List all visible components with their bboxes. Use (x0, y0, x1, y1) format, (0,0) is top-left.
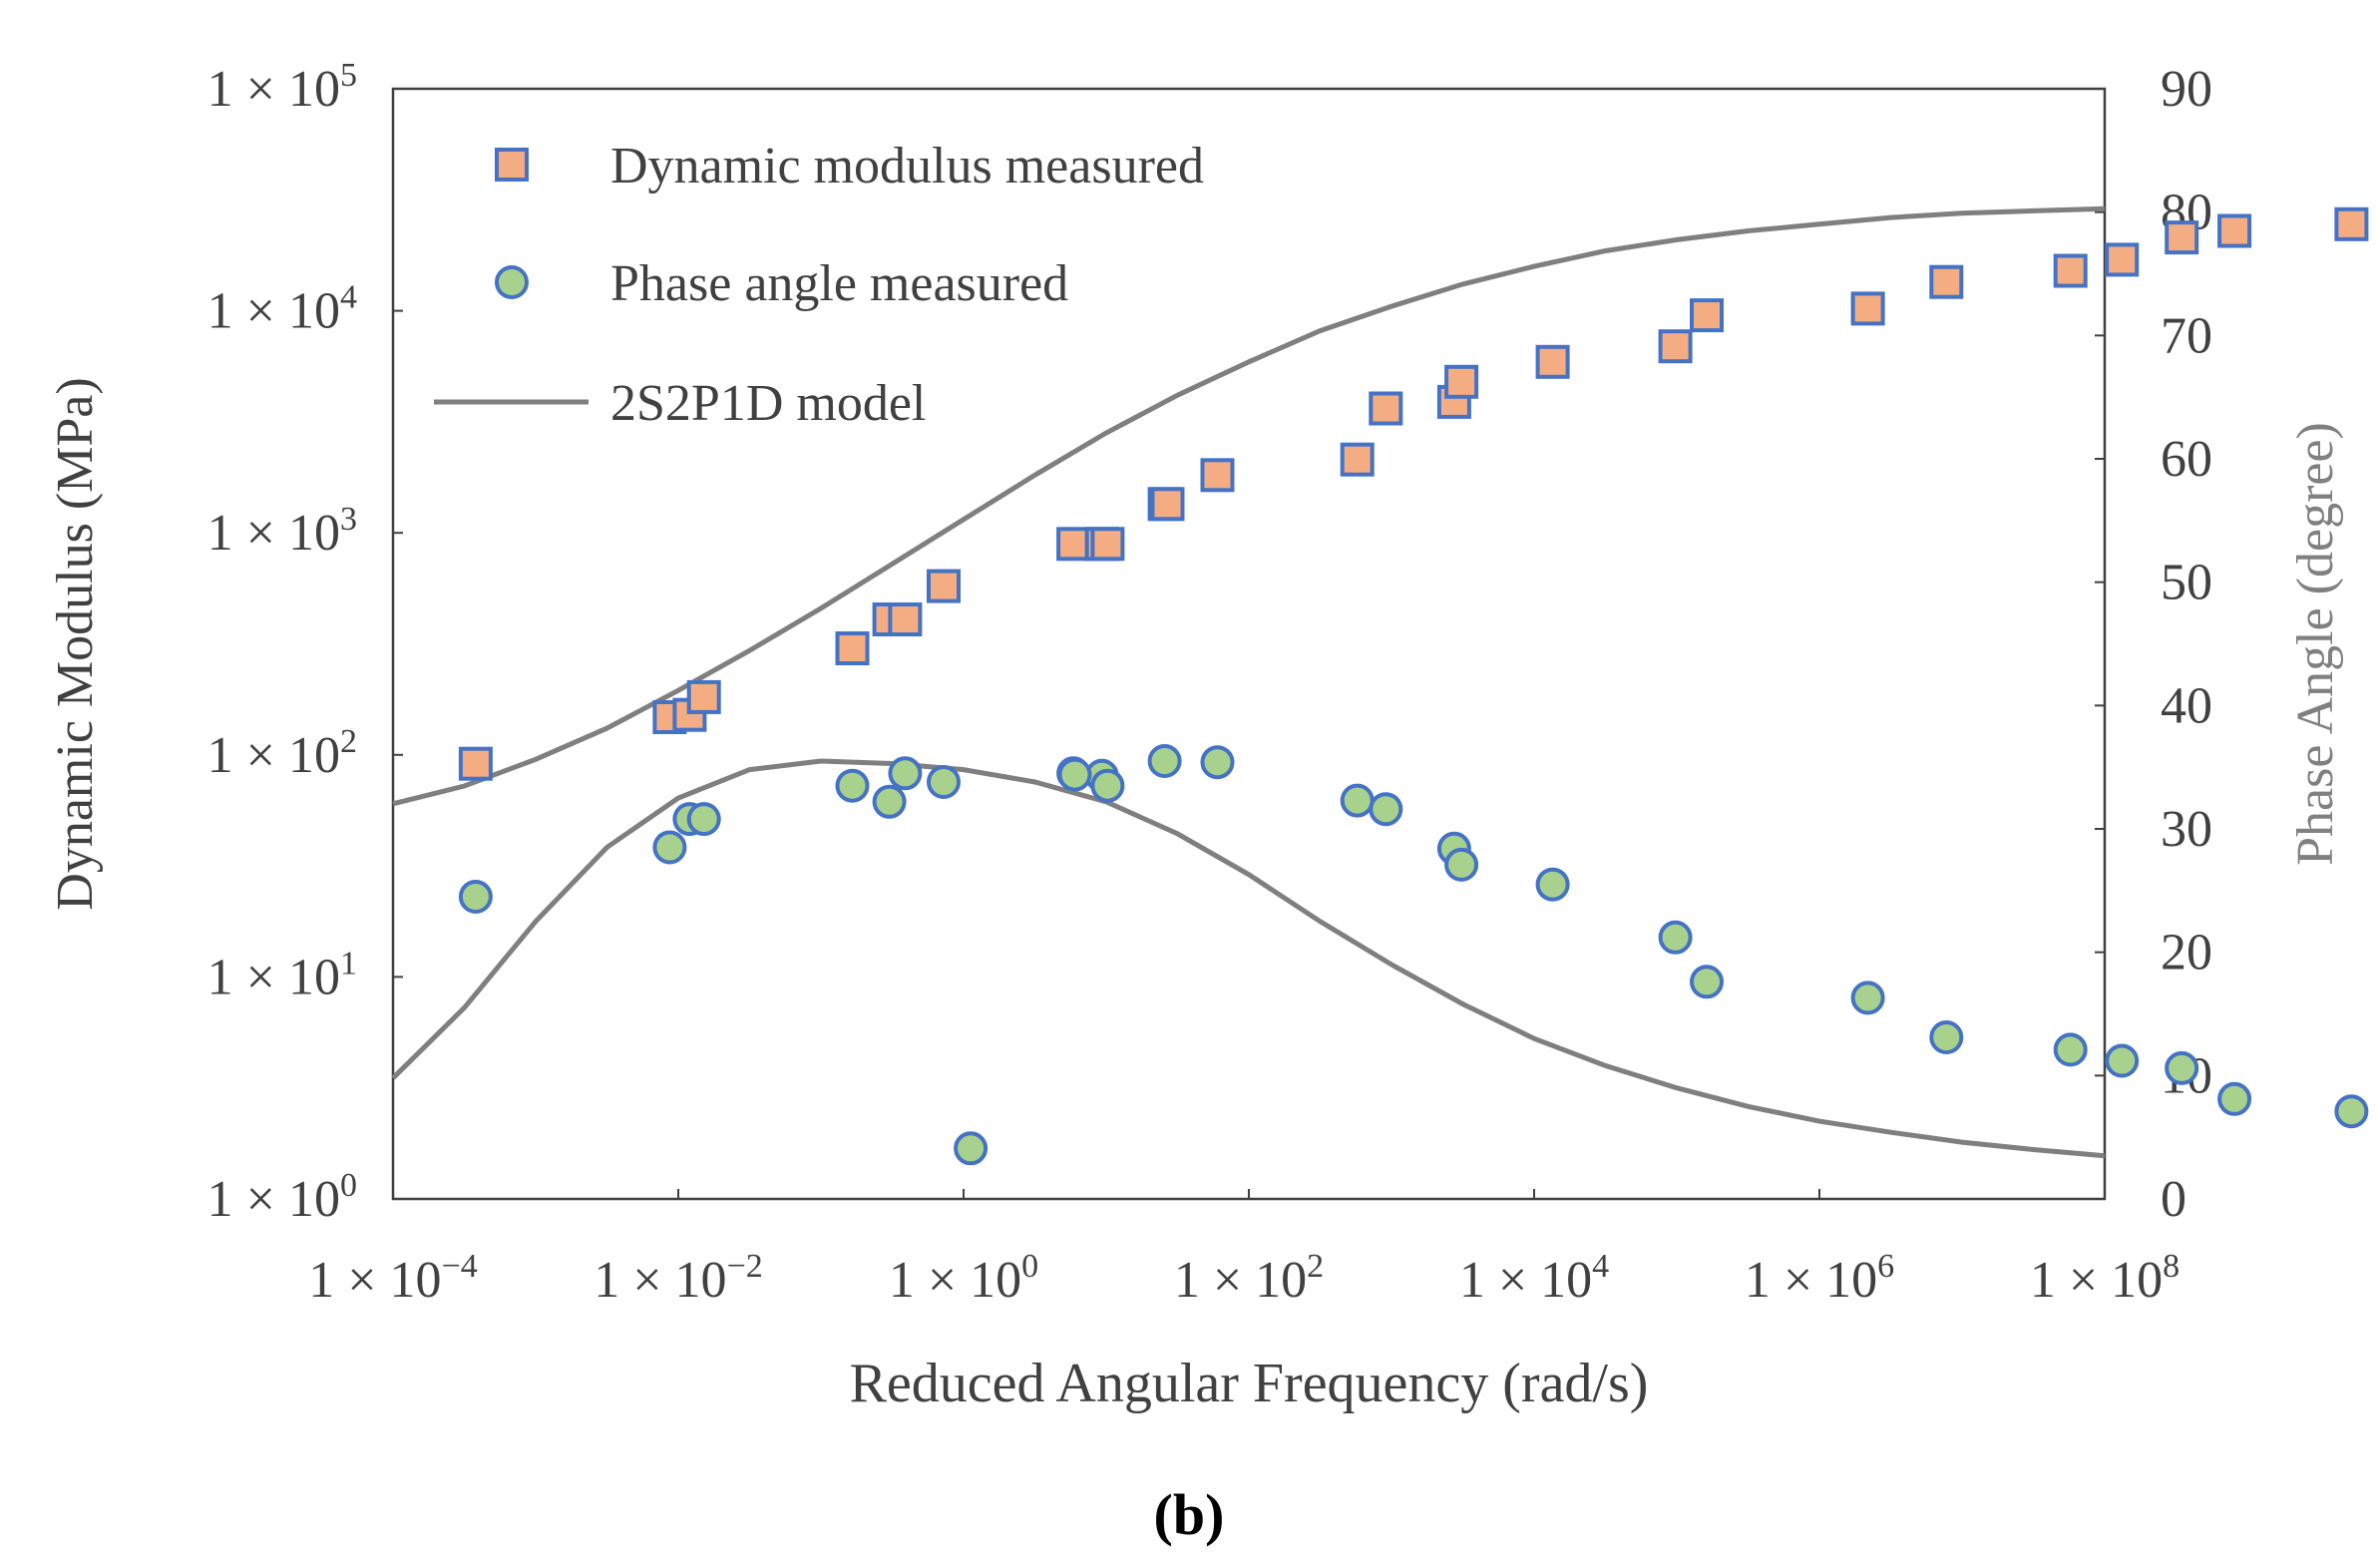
right-y-tick-label: 40 (2161, 677, 2212, 734)
legend-label: 2S2P1D model (610, 375, 926, 432)
left-y-axis-title: Dynamic Modulus (MPa) (47, 377, 104, 910)
model-phase-curve (391, 758, 2106, 1159)
modulus-data-point (1929, 264, 1964, 299)
phase-angle-data-point (2053, 1032, 2088, 1067)
x-axis-ticks: 1 × 10−4 1 × 10−2 1 × 100 1 × 102 1 × 104 1 ×… (308, 1189, 2180, 1309)
right-y-tick-label: 60 (2161, 431, 2212, 488)
model-modulus-curve (392, 205, 2106, 807)
modulus-data-point (1444, 364, 1479, 399)
phase-angle-data-point (1658, 920, 1693, 955)
right-y-axis-title: Phase Angle (degree) (2287, 422, 2344, 866)
modulus-data-point (1369, 391, 1403, 426)
phase-angle-data-point (1147, 744, 1182, 778)
phase-points (458, 744, 2369, 1166)
right-y-axis-ticks: 0102030405060708090 (2095, 61, 2212, 1228)
phase-angle-data-point (1444, 847, 1479, 882)
left-y-tick-label: 1 × 101 (207, 945, 357, 1005)
left-y-tick-label: 1 × 100 (207, 1167, 357, 1228)
modulus-data-point (1658, 329, 1693, 364)
phase-angle-data-point (458, 880, 493, 914)
phase-angle-data-point (954, 1131, 989, 1166)
x-tick-label: 1 × 108 (2030, 1248, 2180, 1309)
modulus-data-point (888, 602, 923, 636)
phase-angle-data-point (686, 802, 721, 837)
legend-label: Dynamic modulus measured (610, 138, 1204, 195)
x-tick-label: 1 × 106 (1745, 1248, 1894, 1309)
phase-angle-data-point (1929, 1020, 1964, 1054)
x-tick-label: 1 × 10−2 (594, 1248, 763, 1309)
phase-angle-data-point (1850, 980, 1885, 1015)
left-y-tick-label: 1 × 103 (207, 501, 357, 562)
phase-angle-data-point (652, 830, 687, 865)
modulus-data-point (1090, 527, 1125, 562)
phase-angle-data-point (888, 756, 923, 791)
modulus-data-point (458, 746, 493, 781)
phase-angle-data-point (2217, 1081, 2252, 1116)
modulus-data-point (2217, 213, 2252, 248)
phase-angle-data-point (2165, 1050, 2199, 1085)
left-y-tick-label: 1 × 105 (207, 57, 357, 118)
right-y-tick-label: 70 (2161, 307, 2212, 364)
phase-angle-data-point (872, 784, 907, 819)
modulus-data-point (2334, 206, 2369, 241)
panel-label: (b) (1154, 1482, 1225, 1547)
phase-angle-data-point (1340, 783, 1375, 818)
phase-angle-data-point (2105, 1043, 2140, 1078)
modulus-data-point (2053, 253, 2088, 288)
modulus-data-point (2105, 242, 2140, 277)
legend-label: Phase angle measured (610, 255, 1068, 312)
x-tick-label: 1 × 102 (1174, 1248, 1324, 1309)
phase-angle-data-point (1090, 768, 1125, 803)
right-y-tick-label: 50 (2161, 555, 2212, 611)
modulus-data-point (1535, 344, 1570, 379)
phase-angle-data-point (1057, 757, 1092, 792)
left-y-axis-ticks: 1 × 100 1 × 101 1 × 102 1 × 103 1 × 104 1 × 1… (207, 57, 403, 1228)
model-lines (391, 205, 2106, 1159)
modulus-data-point (1150, 487, 1185, 522)
right-y-tick-label: 20 (2161, 925, 2212, 981)
left-y-tick-label: 1 × 102 (207, 723, 357, 784)
modulus-data-point (1690, 298, 1724, 333)
modulus-data-point (686, 679, 721, 714)
phase-angle-data-point (1690, 965, 1724, 999)
right-y-tick-label: 30 (2161, 801, 2212, 858)
legend-phase-marker (495, 265, 529, 299)
x-tick-label: 1 × 104 (1459, 1248, 1609, 1309)
phase-angle-data-point (1535, 867, 1570, 902)
modulus-data-point (1056, 527, 1091, 562)
modulus-data-point (835, 631, 870, 665)
chart-legend: Dynamic modulus measured Phase angle meas… (434, 138, 1204, 432)
x-axis-title: Reduced Angular Frequency (rad/s) (850, 1353, 1649, 1414)
x-tick-label: 1 × 100 (889, 1248, 1038, 1309)
legend-modulus-marker (495, 148, 529, 182)
x-tick-label: 1 × 10−4 (308, 1248, 478, 1309)
modulus-data-point (1200, 458, 1235, 493)
modulus-data-point (1850, 291, 1885, 326)
modulus-points (458, 206, 2369, 781)
phase-angle-data-point (1369, 792, 1403, 827)
right-y-tick-label: 0 (2161, 1171, 2186, 1228)
phase-angle-data-point (927, 765, 961, 799)
phase-angle-data-point (1200, 745, 1235, 780)
modulus-data-point (1340, 442, 1375, 477)
modulus-data-point (927, 569, 961, 603)
phase-angle-data-point (2334, 1094, 2369, 1129)
modulus-data-point (2165, 220, 2199, 255)
phase-angle-data-point (835, 768, 870, 803)
right-y-tick-label: 90 (2161, 61, 2212, 118)
left-y-tick-label: 1 × 104 (207, 279, 357, 340)
